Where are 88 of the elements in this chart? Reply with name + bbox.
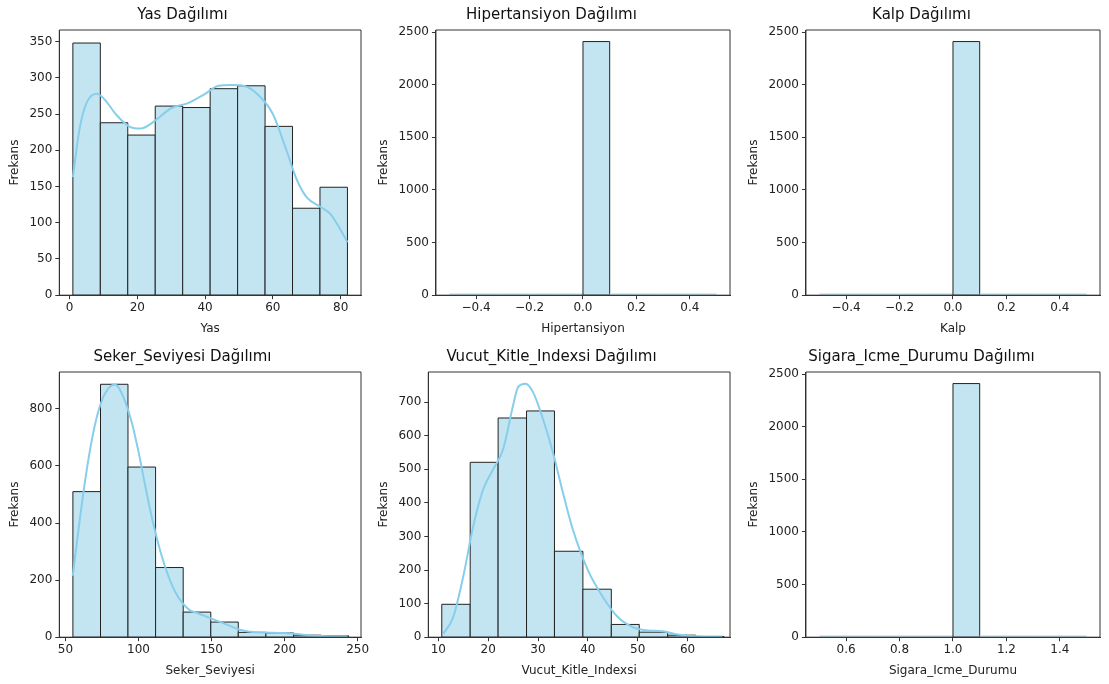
chart-title: Seker_Seviyesi Dağılımı <box>93 346 272 366</box>
y-tick-label: 2000 <box>768 418 799 433</box>
y-tick-label: 1000 <box>768 524 799 539</box>
chart-title: Yas Dağılımı <box>136 4 228 23</box>
y-axis-title: Frekans <box>7 481 22 528</box>
x-tick-label: −0.4 <box>461 300 491 315</box>
x-tick-label: 1.0 <box>943 642 963 657</box>
y-tick-label: 1500 <box>768 471 799 486</box>
y-tick-label: 2000 <box>768 76 799 91</box>
x-tick-label: 40 <box>197 300 213 315</box>
x-axis-title: Sigara_Icme_Durumu <box>888 662 1018 677</box>
x-tick-label: 0.2 <box>996 300 1016 315</box>
x-tick-label: 80 <box>333 300 349 315</box>
y-tick-label: 700 <box>398 394 422 409</box>
y-tick-label: 1000 <box>768 182 799 197</box>
x-tick-label: 20 <box>129 300 145 315</box>
y-tick-label: 2000 <box>398 76 429 91</box>
y-tick-label: 200 <box>398 562 422 577</box>
x-axis-title: Hipertansiyon <box>541 320 625 335</box>
chart-title: Hipertansiyon Dağılımı <box>466 4 637 23</box>
y-tick-label: 50 <box>37 251 53 266</box>
y-tick-label: 0 <box>44 629 53 644</box>
y-tick-label: 1500 <box>768 129 799 144</box>
x-tick-label: 0.4 <box>680 300 700 315</box>
y-tick-label: 200 <box>29 572 53 587</box>
x-tick-label: 50 <box>57 642 74 657</box>
y-tick-label: 1000 <box>398 182 429 197</box>
y-axis-title: Frekans <box>746 139 761 186</box>
y-tick-label: 2500 <box>768 366 799 381</box>
x-tick-label: 40 <box>580 642 596 657</box>
y-tick-label: 500 <box>776 234 799 249</box>
x-tick-label: 200 <box>273 642 297 657</box>
x-tick-label: 20 <box>480 642 496 657</box>
y-tick-label: 0 <box>791 629 799 644</box>
y-tick-label: 800 <box>29 400 53 415</box>
y-tick-label: 2500 <box>768 24 799 39</box>
x-tick-label: 100 <box>127 642 150 657</box>
y-tick-label: 400 <box>398 495 422 510</box>
y-tick-label: 200 <box>29 142 53 157</box>
y-tick-label: 1500 <box>398 129 429 144</box>
x-tick-label: 60 <box>679 642 696 657</box>
y-tick-label: 400 <box>29 515 53 530</box>
y-tick-label: 300 <box>29 69 53 84</box>
y-tick-label: 500 <box>406 234 429 249</box>
x-tick-label: 0.0 <box>573 300 593 315</box>
x-tick-label: 0.2 <box>626 300 646 315</box>
x-tick-label: −0.2 <box>514 300 545 315</box>
y-tick-label: 0 <box>421 287 429 302</box>
y-tick-label: 500 <box>398 461 422 476</box>
x-tick-label: 0.0 <box>943 300 963 315</box>
y-tick-label: 0 <box>44 287 53 302</box>
x-tick-label: 1.4 <box>1050 642 1070 657</box>
y-tick-label: 0 <box>413 629 422 644</box>
y-tick-label: 150 <box>29 178 53 193</box>
chart-title: Vucut_Kitle_Indexsi Dağılımı <box>446 346 657 366</box>
x-tick-label: 0.4 <box>1050 300 1070 315</box>
y-tick-label: 300 <box>398 528 422 543</box>
x-tick-label: 0.8 <box>889 642 910 657</box>
x-tick-label: 50 <box>630 642 646 657</box>
y-axis-title: Frekans <box>7 139 22 186</box>
x-tick-label: 0 <box>65 300 74 315</box>
y-tick-label: 500 <box>776 576 799 591</box>
y-tick-label: 100 <box>29 214 53 229</box>
x-tick-label: 30 <box>530 642 546 657</box>
x-tick-label: 150 <box>200 642 223 657</box>
y-axis-title: Frekans <box>746 481 761 528</box>
y-tick-label: 250 <box>29 106 53 121</box>
x-axis-title: Yas <box>199 320 220 335</box>
y-axis-title: Frekans <box>376 481 391 528</box>
chart-title: Sigara_Icme_Durumu Dağılımı <box>808 346 1035 366</box>
y-tick-label: 600 <box>29 458 53 473</box>
x-axis-title: Vucut_Kitle_Indexsi <box>521 662 637 677</box>
x-tick-label: 0.6 <box>836 642 856 657</box>
x-tick-label: 250 <box>346 642 370 657</box>
y-tick-label: 600 <box>398 427 422 442</box>
x-tick-label: 60 <box>265 300 281 315</box>
x-tick-label: 1.2 <box>996 642 1016 657</box>
y-tick-label: 350 <box>29 33 53 48</box>
y-tick-label: 0 <box>791 287 799 302</box>
chart-title: Kalp Dağılımı <box>872 4 971 23</box>
x-tick-label: −0.4 <box>831 300 861 315</box>
x-tick-label: −0.2 <box>884 300 915 315</box>
x-tick-label: 10 <box>430 642 446 657</box>
y-tick-label: 2500 <box>398 24 429 39</box>
y-axis-title: Frekans <box>376 139 391 186</box>
x-axis-title: Seker_Seviyesi <box>165 662 255 677</box>
x-axis-title: Kalp <box>939 320 966 335</box>
y-tick-label: 100 <box>398 595 422 610</box>
